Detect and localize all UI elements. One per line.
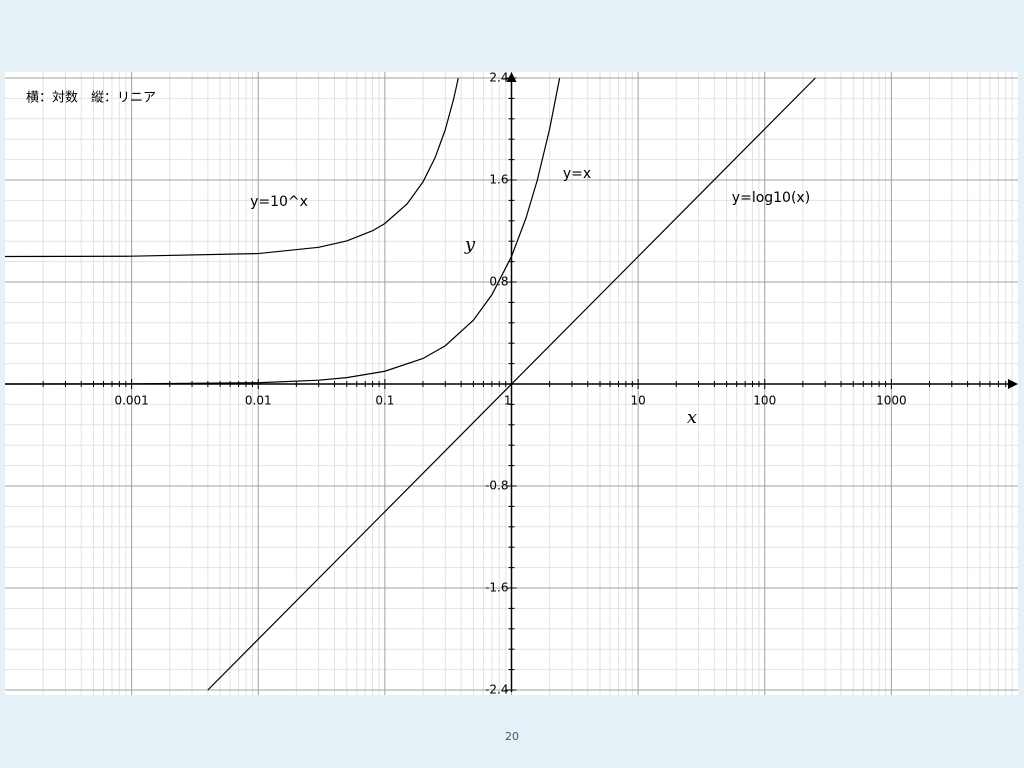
y-tick-label: -1.6 [485,581,508,595]
curve-label: y=log10(x) [732,190,810,206]
x-tick-label: 100 [753,394,776,408]
y-axis-arrow [506,72,517,82]
x-tick-label: 0.01 [245,394,272,408]
y-tick-label: 0.8 [489,275,508,289]
y-tick-label: 1.6 [489,173,508,187]
x-axis-arrow [1008,379,1018,389]
curve-label: y=x [563,166,591,182]
x-tick-label: 10 [630,394,645,408]
x-tick-label: 1000 [876,394,907,408]
y-axis-label: y [464,234,476,255]
page-number: 20 [505,730,519,743]
y-tick-label: -0.8 [485,479,508,493]
curve [5,77,561,385]
y-tick-label: -2.4 [485,683,508,697]
y-tick-label: 2.4 [489,71,508,85]
curve-label: y=10^x [250,194,308,210]
x-tick-label: 0.001 [114,394,148,408]
x-axis-label: x [687,407,697,428]
chart-title: 横：対数 縦：リニア [26,91,156,106]
x-tick-label: 0.1 [375,394,394,408]
x-tick-label: 1 [504,394,512,408]
curve [5,77,459,258]
